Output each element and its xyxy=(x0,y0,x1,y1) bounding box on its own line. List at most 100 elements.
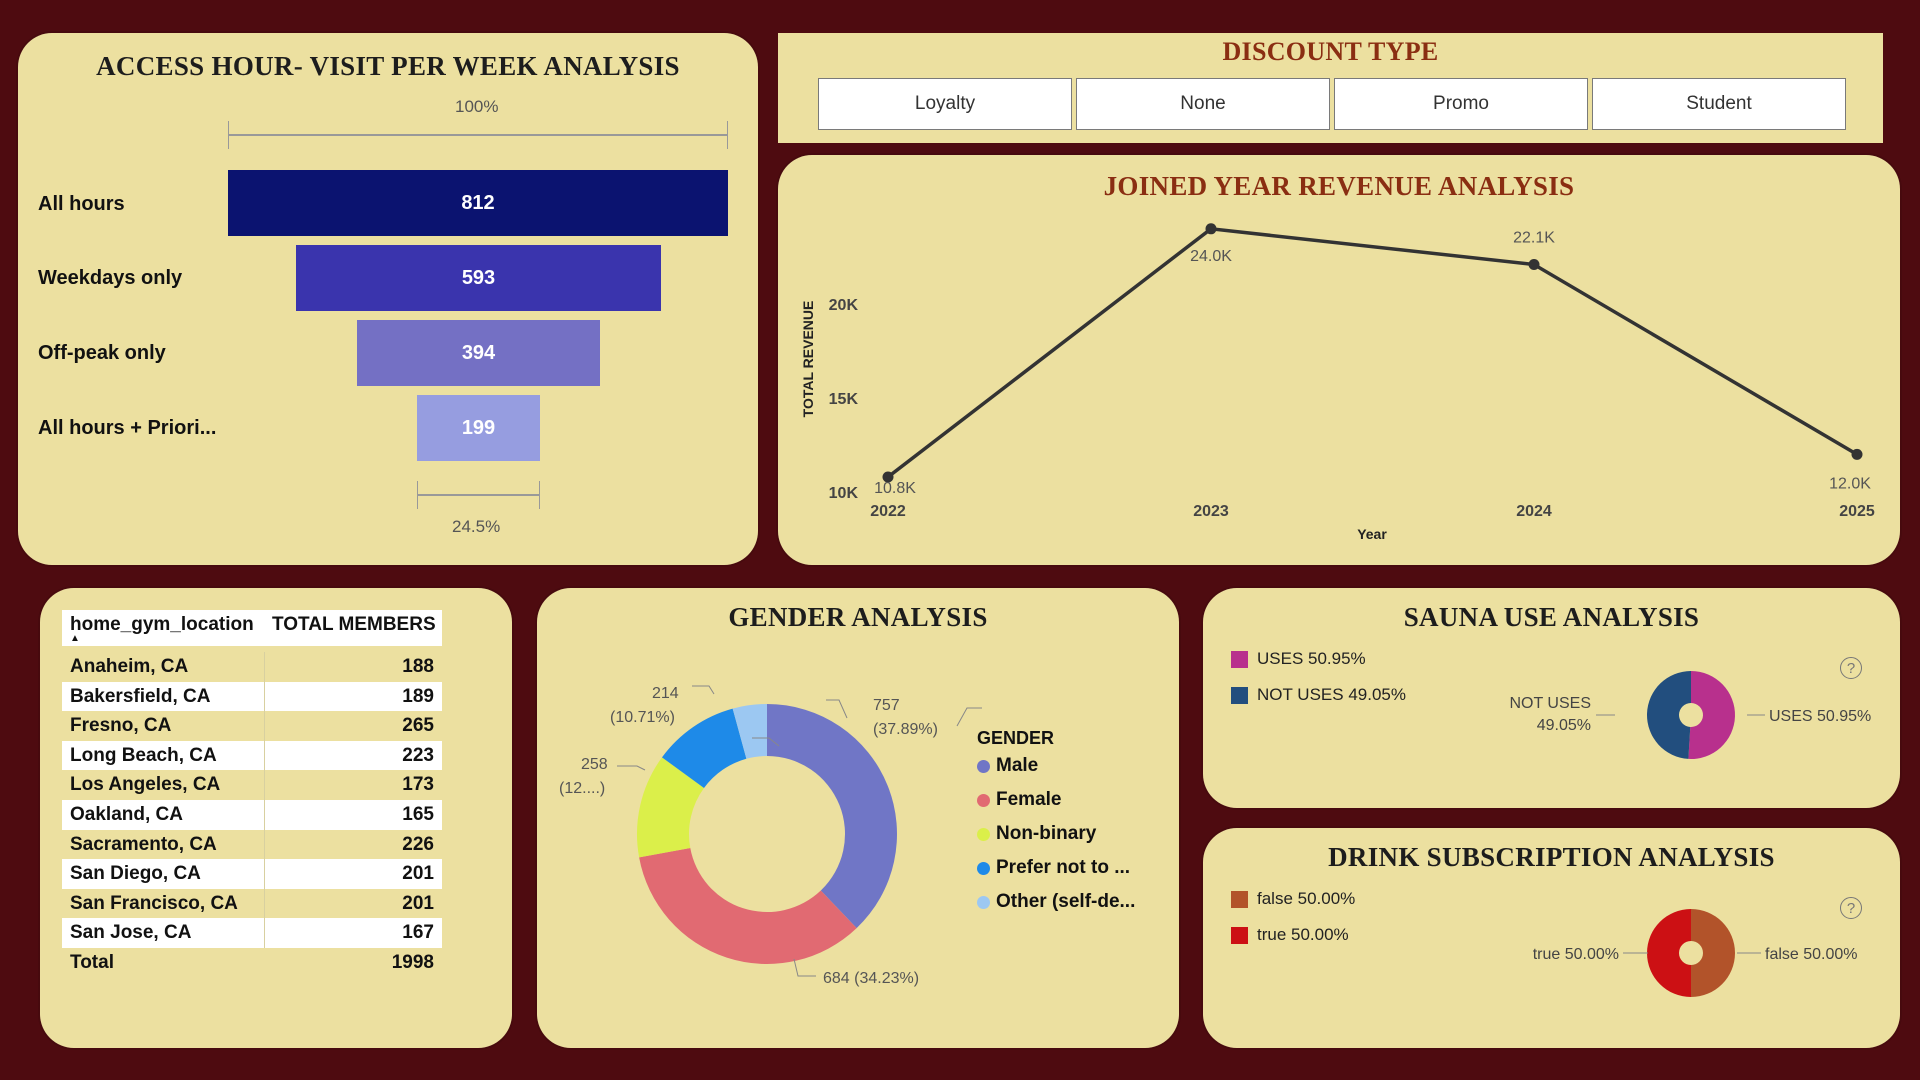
donut-slice-female[interactable] xyxy=(639,848,857,964)
help-icon[interactable]: ? xyxy=(1840,657,1862,679)
pie-slice-not-uses[interactable] xyxy=(1646,671,1691,759)
members-cell: 201 xyxy=(402,892,434,914)
table-row[interactable]: Anaheim, CA 188 xyxy=(62,652,442,682)
funnel-label-priority: All hours + Priori... xyxy=(38,417,217,439)
nonbinary-label-percent: (12....) xyxy=(559,780,605,797)
data-point[interactable] xyxy=(882,471,894,483)
female-label: 684 (34.23%) xyxy=(823,970,919,987)
funnel-bar-off-peak[interactable]: 394 xyxy=(357,320,600,386)
total-value: 1998 xyxy=(391,951,434,973)
donut-slice-prefer-not[interactable] xyxy=(661,708,747,789)
table-row[interactable]: Oakland, CA 165 xyxy=(62,799,442,830)
table-row[interactable]: San Francisco, CA 201 xyxy=(62,888,442,919)
x-tick-label: 2025 xyxy=(1839,503,1875,520)
legend-dot-icon xyxy=(977,827,990,841)
table-row[interactable]: Long Beach, CA 223 xyxy=(62,740,442,771)
drink-legend-false[interactable]: false 50.00% xyxy=(1231,889,1355,909)
funnel-panel: ACCESS HOUR- VISIT PER WEEK ANALYSIS 100… xyxy=(18,33,758,565)
prefer-label-value: 214 xyxy=(652,685,679,702)
pie-slice-false[interactable] xyxy=(1691,909,1735,997)
column-header-members[interactable]: TOTAL MEMBERS xyxy=(272,614,436,635)
y-tick-label: 10K xyxy=(829,485,859,502)
funnel-top-bracket xyxy=(228,121,728,149)
data-point[interactable] xyxy=(1851,448,1863,460)
sauna-legend-not-uses[interactable]: NOT USES 49.05% xyxy=(1231,685,1406,705)
drink-legend-true[interactable]: true 50.00% xyxy=(1231,925,1349,945)
x-tick-label: 2024 xyxy=(1516,503,1552,520)
gender-legend-item[interactable]: Prefer not to ... xyxy=(977,857,1135,879)
table-row[interactable]: San Diego, CA 201 xyxy=(62,859,442,889)
members-cell: 265 xyxy=(402,715,434,737)
data-point[interactable] xyxy=(1528,259,1540,271)
members-cell: 226 xyxy=(402,833,434,855)
discount-option-none[interactable]: None xyxy=(1076,78,1330,130)
funnel-bar-priority[interactable]: 199 xyxy=(417,395,540,461)
table-body: Anaheim, CA 188 Bakersfield, CA 189 Fresno, … xyxy=(62,652,442,948)
revenue-line-chart: TOTAL REVENUE 10K 15K 20K 2022 2023 2024 2025 Ye… xyxy=(800,223,1875,542)
legend-label: Prefer not to ... xyxy=(996,857,1131,878)
gender-legend-item[interactable]: Male xyxy=(977,755,1135,777)
table-total-row: Total 1998 xyxy=(62,948,442,978)
y-tick-label: 15K xyxy=(829,391,859,408)
discount-option-loyalty[interactable]: Loyalty xyxy=(818,78,1072,130)
y-axis-title: TOTAL REVENUE xyxy=(800,301,816,418)
uses-color-swatch xyxy=(1231,650,1248,668)
location-cell: Sacramento, CA xyxy=(70,833,217,855)
funnel-label-off-peak: Off-peak only xyxy=(38,342,166,364)
data-label: 24.0K xyxy=(1190,248,1232,265)
members-cell: 201 xyxy=(402,863,434,885)
funnel-bar-all-hours[interactable]: 812 xyxy=(228,170,728,236)
funnel-value: 199 xyxy=(461,416,496,439)
discount-panel: DISCOUNT TYPE Loyalty None Promo Student xyxy=(778,33,1883,143)
donut-slice-nonbinary[interactable] xyxy=(637,757,704,858)
location-table: home_gym_location TOTAL MEMBERS ▲ Anahei… xyxy=(62,610,442,978)
gender-legend-item[interactable]: Non-binary xyxy=(977,823,1135,845)
help-icon[interactable]: ? xyxy=(1840,897,1862,919)
table-row[interactable]: Los Angeles, CA 173 xyxy=(62,770,442,800)
legend-dot-icon xyxy=(977,861,990,875)
legend-label: NOT USES 49.05% xyxy=(1257,685,1406,704)
drink-title: DRINK SUBSCRIPTION ANALYSIS xyxy=(1328,842,1775,872)
legend-label: true 50.00% xyxy=(1257,925,1349,944)
funnel-title: ACCESS HOUR- VISIT PER WEEK ANALYSIS xyxy=(96,51,680,81)
y-tick-label: 20K xyxy=(829,297,859,314)
location-cell: Los Angeles, CA xyxy=(70,774,221,796)
nonbinary-label-value: 258 xyxy=(581,756,608,773)
not-uses-color-swatch xyxy=(1231,686,1248,704)
table-row[interactable]: Fresno, CA 265 xyxy=(62,711,442,741)
discount-option-promo[interactable]: Promo xyxy=(1334,78,1588,130)
donut-slice-male[interactable] xyxy=(767,704,897,929)
donut-slice-other[interactable] xyxy=(732,704,767,759)
x-tick-label: 2022 xyxy=(870,503,906,520)
data-point[interactable] xyxy=(1205,223,1217,235)
sauna-legend-uses[interactable]: USES 50.95% xyxy=(1231,649,1366,669)
legend-label: Male xyxy=(996,755,1039,776)
funnel-value: 593 xyxy=(461,266,496,289)
table-row[interactable]: Sacramento, CA 226 xyxy=(62,829,442,860)
gender-legend-item[interactable]: Other (self-de... xyxy=(977,891,1135,913)
location-cell: San Diego, CA xyxy=(70,863,201,885)
gender-legend: GENDER Male Female Non-binary Prefer not to… xyxy=(977,728,1135,925)
sauna-right-label: USES 50.95% xyxy=(1769,708,1871,725)
pie-slice-true[interactable] xyxy=(1647,909,1691,997)
discount-option-student[interactable]: Student xyxy=(1592,78,1846,130)
true-color-swatch xyxy=(1231,926,1248,944)
gender-legend-item[interactable]: Female xyxy=(977,789,1135,811)
data-label: 10.8K xyxy=(874,480,916,497)
column-header-location[interactable]: home_gym_location xyxy=(70,614,254,635)
location-cell: Anaheim, CA xyxy=(70,656,189,677)
x-axis-title: Year xyxy=(1357,526,1387,542)
legend-dot-icon xyxy=(977,793,990,807)
gender-panel: GENDER ANALYSIS xyxy=(537,588,1179,1048)
members-cell: 188 xyxy=(402,656,434,677)
table-row[interactable]: Bakersfield, CA 189 xyxy=(62,681,442,712)
table-row[interactable]: San Jose, CA 167 xyxy=(62,918,442,948)
pie-slice-uses[interactable] xyxy=(1688,671,1735,759)
legend-label: Female xyxy=(996,789,1062,810)
table-header: home_gym_location TOTAL MEMBERS ▲ xyxy=(62,610,442,646)
funnel-bar-weekdays[interactable]: 593 xyxy=(296,245,661,311)
gender-donut-chart: 757 (37.89%) 684 (34.23%) 258 (12....) 2… xyxy=(559,685,982,987)
members-cell: 223 xyxy=(402,744,434,766)
location-cell: Oakland, CA xyxy=(70,803,183,825)
male-label-value: 757 xyxy=(873,697,900,714)
